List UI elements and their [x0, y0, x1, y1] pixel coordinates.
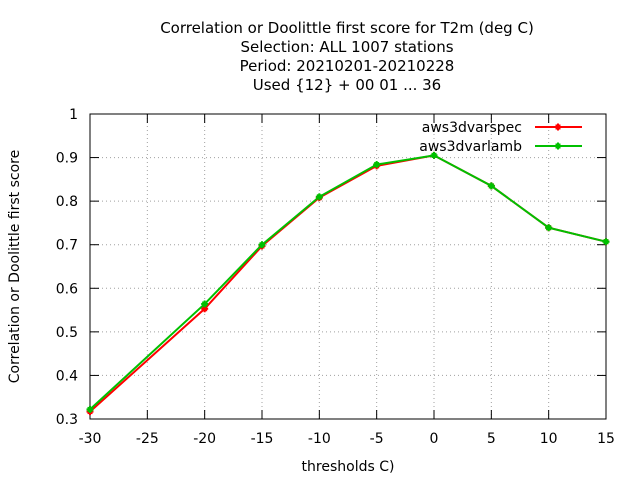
y-tick-label: 0.3	[56, 412, 78, 428]
grid	[90, 114, 606, 419]
legend-label: aws3dvarspec	[422, 120, 522, 136]
data-point	[602, 238, 610, 246]
x-tick-label: 10	[540, 431, 558, 447]
data-point	[430, 151, 438, 159]
x-tick-label: -15	[251, 431, 274, 447]
x-tick-label: -25	[136, 431, 159, 447]
title-line: Period: 20210201-20210228	[240, 57, 455, 75]
data-point	[315, 193, 323, 201]
data-point	[487, 182, 495, 190]
legend-item: aws3dvarspec	[422, 120, 582, 136]
data-point	[545, 224, 553, 232]
y-tick-label: 0.4	[56, 368, 78, 384]
x-tick-label: -5	[370, 431, 384, 447]
y-tick-label: 0.9	[56, 151, 78, 167]
title-line: Correlation or Doolittle first score for…	[160, 19, 534, 37]
series-aws3dvarspec	[86, 151, 610, 416]
legend: aws3dvarspec aws3dvarlamb	[419, 120, 582, 155]
data-point	[258, 241, 266, 249]
x-tick-label: 5	[487, 431, 496, 447]
series-line	[89, 154, 607, 411]
y-axis-label: Correlation or Doolittle first score	[7, 150, 23, 383]
data-point	[554, 142, 562, 150]
data-point	[86, 405, 94, 413]
x-tick-label: -20	[193, 431, 216, 447]
y-tick-label: 1	[69, 107, 78, 123]
series	[86, 151, 610, 416]
plot-frame	[89, 113, 607, 420]
data-point	[554, 123, 562, 131]
y-tick-label: 0.6	[56, 281, 78, 297]
y-tick-label: 0.7	[56, 238, 78, 254]
x-tick-label: 0	[430, 431, 439, 447]
legend-label: aws3dvarlamb	[419, 139, 522, 155]
series-aws3dvarlamb	[86, 151, 610, 413]
axis-ticks: -30 -25 -20 -15 -10 -5 0 5 10 15 0.3 0.4 0.5 0.6 0.7 0.…	[56, 107, 615, 447]
data-point	[373, 161, 381, 169]
title-line: Selection: ALL 1007 stations	[240, 38, 453, 56]
legend-item: aws3dvarlamb	[419, 139, 582, 155]
data-point	[201, 300, 209, 308]
chart-title: Correlation or Doolittle first score for…	[160, 19, 534, 94]
x-axis-label: thresholds C)	[302, 459, 395, 475]
x-tick-label: -10	[308, 431, 331, 447]
y-tick-label: 0.5	[56, 325, 78, 341]
series-line	[89, 154, 607, 413]
title-line: Used {12} + 00 01 ... 36	[253, 76, 441, 94]
x-tick-label: 15	[597, 431, 615, 447]
y-tick-label: 0.8	[56, 194, 78, 210]
x-tick-label: -30	[79, 431, 102, 447]
